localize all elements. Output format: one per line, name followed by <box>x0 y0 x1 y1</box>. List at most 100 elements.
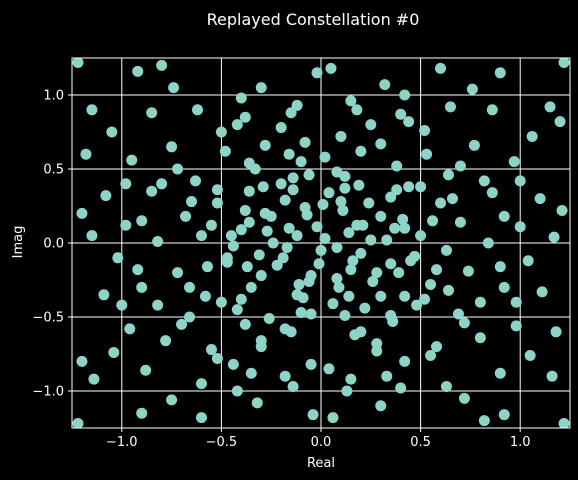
data-point <box>291 230 303 242</box>
data-point <box>391 160 403 172</box>
data-point <box>454 160 466 172</box>
data-point <box>303 169 315 181</box>
data-point <box>156 178 168 190</box>
data-point <box>253 249 265 261</box>
data-point <box>126 154 138 166</box>
data-point <box>313 258 325 270</box>
data-point <box>339 182 351 194</box>
data-point <box>295 307 307 319</box>
data-point <box>279 370 291 382</box>
data-point <box>440 381 452 393</box>
data-point <box>558 418 570 428</box>
data-point <box>172 267 184 279</box>
data-point <box>405 255 417 267</box>
data-point <box>295 156 307 168</box>
data-point <box>365 119 377 131</box>
data-point <box>444 101 456 113</box>
data-point <box>255 82 267 94</box>
data-point <box>140 364 152 376</box>
data-point <box>283 222 295 234</box>
y-tick-label: −1.0 <box>32 385 64 400</box>
data-point <box>190 175 202 187</box>
data-point <box>375 138 387 150</box>
data-point <box>335 130 347 142</box>
data-point <box>319 151 331 163</box>
data-point <box>323 187 335 199</box>
data-point <box>211 184 223 196</box>
data-point <box>221 252 233 264</box>
data-point <box>116 299 128 311</box>
data-point <box>353 179 365 191</box>
data-point <box>474 332 486 344</box>
data-point <box>283 148 295 160</box>
data-point <box>120 219 132 231</box>
data-point <box>287 184 299 196</box>
data-point <box>331 241 343 253</box>
data-point <box>172 163 184 175</box>
data-point <box>522 255 534 267</box>
data-point <box>231 385 243 397</box>
data-point <box>558 58 570 68</box>
data-points <box>72 58 570 428</box>
data-point <box>486 104 498 116</box>
y-tick-label: 0.5 <box>43 163 64 178</box>
data-point <box>311 67 323 79</box>
data-point <box>287 172 299 184</box>
data-point <box>345 373 357 385</box>
data-point <box>195 230 207 242</box>
data-point <box>251 397 263 409</box>
data-point <box>494 261 506 273</box>
data-point <box>231 119 243 131</box>
data-point <box>367 275 379 287</box>
data-point <box>86 230 98 242</box>
data-point <box>327 298 339 310</box>
data-point <box>399 355 411 367</box>
data-point <box>195 378 207 390</box>
data-point <box>333 281 345 293</box>
data-point <box>391 184 403 196</box>
data-point <box>534 193 546 205</box>
x-tick-label: −1.0 <box>106 435 138 450</box>
data-point <box>419 125 431 137</box>
data-point <box>359 302 371 314</box>
data-point <box>245 281 257 293</box>
data-point <box>375 290 387 302</box>
data-point <box>184 311 196 323</box>
data-point <box>419 293 431 305</box>
data-point <box>468 139 480 151</box>
data-point <box>526 130 538 142</box>
data-point <box>341 385 353 397</box>
data-point <box>303 275 315 287</box>
data-point <box>347 255 359 267</box>
data-point <box>331 273 343 285</box>
data-point <box>132 264 144 276</box>
data-point <box>271 259 283 271</box>
data-point <box>317 199 329 211</box>
data-point <box>435 197 447 209</box>
data-point <box>160 335 172 347</box>
data-point <box>88 373 100 385</box>
data-point <box>307 409 319 421</box>
data-point <box>556 204 568 216</box>
data-point <box>524 349 536 361</box>
data-point <box>215 296 227 308</box>
data-point <box>277 252 289 264</box>
data-point <box>180 210 192 222</box>
data-point <box>498 210 510 222</box>
data-point <box>474 296 486 308</box>
data-point <box>397 213 409 225</box>
data-point <box>227 240 239 252</box>
data-point <box>243 185 255 197</box>
data-point <box>379 79 391 91</box>
data-point <box>315 244 327 256</box>
data-point <box>199 290 211 302</box>
data-point <box>337 204 349 216</box>
data-point <box>431 264 443 276</box>
data-point <box>112 252 124 264</box>
data-point <box>498 281 510 293</box>
data-point <box>544 101 556 113</box>
data-point <box>136 407 148 419</box>
data-point <box>494 367 506 379</box>
y-axis-label: Imag <box>11 226 26 259</box>
data-point <box>550 326 562 338</box>
